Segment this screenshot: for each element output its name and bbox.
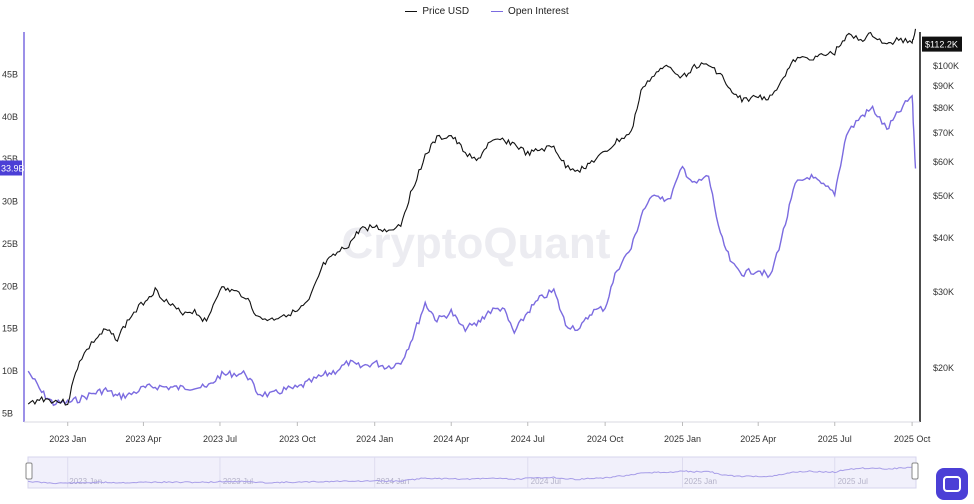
x-tick-label: 2024 Apr — [433, 434, 469, 444]
open-interest-current-label: 33.9B — [1, 164, 25, 174]
right-tick-label: $60K — [933, 157, 954, 167]
x-tick-label: 2023 Apr — [125, 434, 161, 444]
x-tick-label: 2025 Oct — [894, 434, 931, 444]
x-tick-label: 2024 Oct — [587, 434, 624, 444]
left-tick-label: 35B — [2, 154, 18, 164]
legend-swatch-open-interest — [491, 10, 504, 12]
legend-swatch-price — [405, 10, 418, 12]
navigator-tick-label: 2023 Jan — [69, 477, 102, 486]
right-tick-label: $80K — [933, 103, 954, 113]
right-tick-label: $40K — [933, 233, 954, 243]
chat-button[interactable] — [936, 468, 968, 500]
chart-legend: Price USD Open Interest — [0, 3, 974, 19]
x-tick-label: 2023 Jul — [203, 434, 237, 444]
navigator-handle-left — [25, 462, 33, 480]
legend-label-price: Price USD — [422, 5, 470, 17]
x-tick-label: 2024 Jul — [511, 434, 545, 444]
left-tick-label: 30B — [2, 197, 18, 207]
x-tick-label: 2025 Apr — [740, 434, 776, 444]
legend-label-open-interest: Open Interest — [508, 5, 569, 17]
x-tick-label: 2025 Jul — [818, 434, 852, 444]
watermark-text: CryptoQuant — [342, 219, 611, 268]
left-tick-label: 15B — [2, 324, 18, 334]
right-tick-label: $100K — [933, 61, 959, 71]
left-tick-label: 20B — [2, 281, 18, 291]
x-tick-label: 2025 Jan — [664, 434, 701, 444]
left-tick-label: 45B — [2, 69, 18, 79]
left-tick-label: 5B — [2, 409, 13, 419]
right-tick-label: $70K — [933, 128, 954, 138]
x-tick-label: 2024 Jan — [356, 434, 393, 444]
price-current-label-bg — [922, 36, 962, 52]
navigator-tick-label: 2025 Jul — [838, 477, 868, 486]
chat-bubble-icon — [943, 476, 961, 492]
navigator-tick-label: 2025 Jan — [684, 477, 717, 486]
legend-item-open-interest[interactable]: Open Interest — [491, 6, 569, 17]
left-tick-label: 10B — [2, 366, 18, 376]
price-current-label: $112.2K — [925, 40, 958, 50]
price-line — [27, 28, 917, 406]
right-tick-label: $50K — [933, 191, 954, 201]
left-tick-label: 40B — [2, 112, 18, 122]
navigator-handle-right — [911, 462, 919, 480]
left-tick-label: 25B — [2, 239, 18, 249]
navigator-line — [28, 466, 916, 485]
navigator-panel — [27, 456, 917, 489]
right-tick-label: $20K — [933, 363, 954, 373]
open-interest-line — [27, 94, 917, 407]
x-tick-label: 2023 Oct — [279, 434, 316, 444]
open-interest-current-label-bg — [0, 160, 22, 176]
right-tick-label: $90K — [933, 81, 954, 91]
x-tick-label: 2023 Jan — [49, 434, 86, 444]
right-tick-label: $30K — [933, 287, 954, 297]
navigator-tick-label: 2024 Jul — [531, 477, 561, 486]
legend-item-price[interactable]: Price USD — [405, 6, 469, 17]
